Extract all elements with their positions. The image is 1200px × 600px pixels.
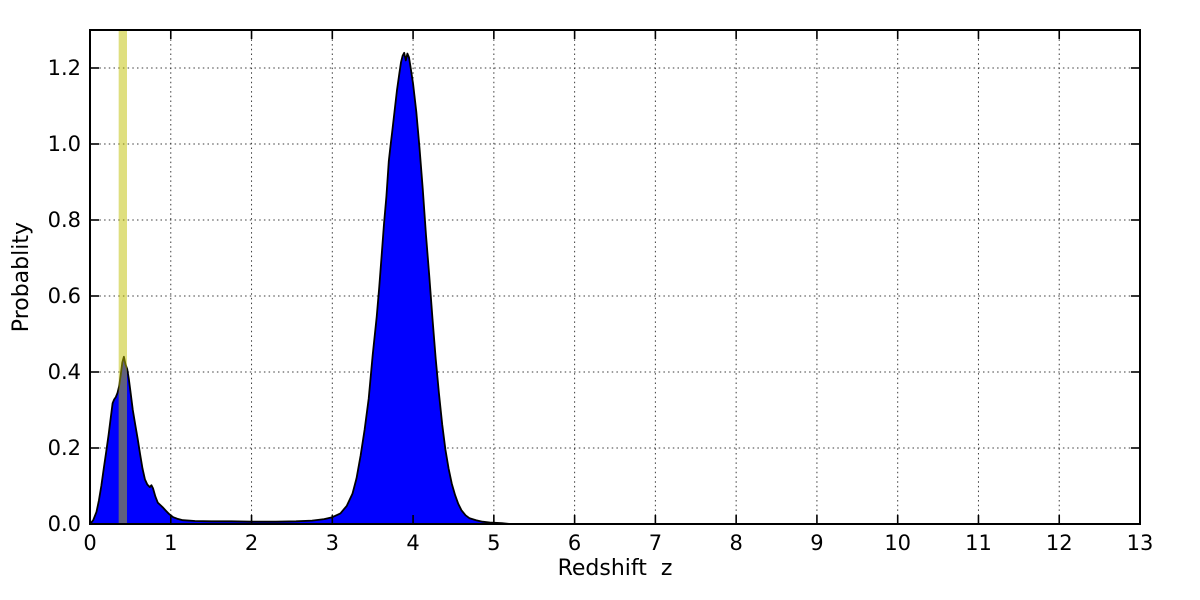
y-tick-label: 1.0 [48,132,81,156]
x-tick-label: 10 [884,531,911,555]
y-tick-label: 0.0 [48,512,81,536]
x-tick-label: 5 [487,531,500,555]
x-tick-label: 13 [1127,531,1154,555]
y-tick-label: 0.8 [48,208,81,232]
y-tick-label: 0.6 [48,284,81,308]
y-tick-label: 0.2 [48,436,81,460]
x-tick-label: 3 [326,531,339,555]
axes-frame [89,29,1141,525]
y-tick-label: 0.4 [48,360,81,384]
pdf-curve [89,51,511,525]
x-tick-label: 1 [164,531,177,555]
x-tick-label: 4 [406,531,419,555]
x-tick-label: 12 [1046,531,1073,555]
y-axis-label-wrap: Probablity [6,30,36,524]
y-axis-label: Probablity [8,221,34,333]
y-tick-label: 1.2 [48,56,81,80]
x-tick-label: 7 [649,531,662,555]
x-tick-label: 6 [568,531,581,555]
x-tick-label: 0 [83,531,96,555]
x-tick-label: 2 [245,531,258,555]
x-tick-label: 11 [965,531,992,555]
highlight-band [118,30,127,524]
x-tick-label: 8 [729,531,742,555]
x-axis-label: Redshift z [557,556,673,581]
x-tick-label: 9 [810,531,823,555]
